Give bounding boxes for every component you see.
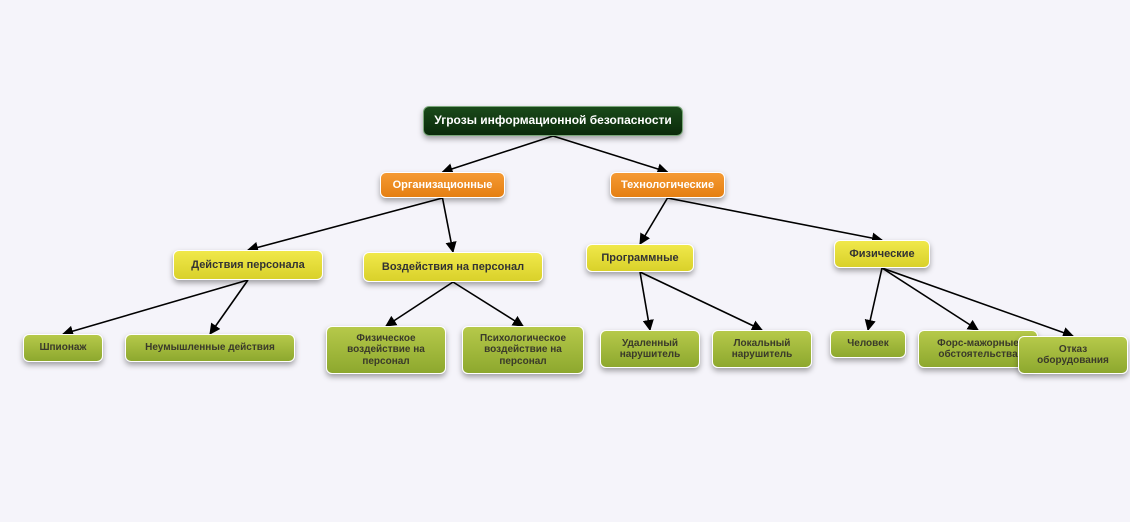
node-label: Локальный нарушитель <box>721 338 803 361</box>
edge-pers_act-to-unint <box>210 280 248 334</box>
edge-pers_act-to-spy <box>63 280 248 334</box>
edge-pers_inf-to-psy_inf <box>453 282 523 326</box>
edge-soft-to-local <box>640 272 762 330</box>
edge-pers_inf-to-phys_inf <box>386 282 453 326</box>
edge-phys-to-force <box>882 268 978 330</box>
node-soft: Программные <box>586 244 694 272</box>
node-label: Программные <box>601 252 678 265</box>
node-label: Неумышленные действия <box>145 342 275 354</box>
edge-root-to-tech <box>553 136 668 172</box>
node-pers_act: Действия персонала <box>173 250 323 280</box>
node-psy_inf: Психологическое воздействие на персонал <box>462 326 584 374</box>
node-label: Удаленный нарушитель <box>609 338 691 361</box>
node-org: Организационные <box>380 172 505 198</box>
node-root: Угрозы информационной безопасности <box>423 106 683 136</box>
edge-phys-to-human <box>868 268 882 330</box>
diagram-edges <box>0 0 1130 522</box>
node-human: Человек <box>830 330 906 358</box>
node-remote: Удаленный нарушитель <box>600 330 700 368</box>
node-label: Человек <box>847 338 889 350</box>
node-label: Действия персонала <box>191 259 305 272</box>
node-unint: Неумышленные действия <box>125 334 295 362</box>
node-label: Отказ оборудования <box>1027 344 1119 367</box>
node-label: Воздействия на персонал <box>382 261 524 274</box>
node-spy: Шпионаж <box>23 334 103 362</box>
node-phys_inf: Физическое воздействие на персонал <box>326 326 446 374</box>
node-fail: Отказ оборудования <box>1018 336 1128 374</box>
edge-soft-to-remote <box>640 272 650 330</box>
node-label: Шпионаж <box>39 342 86 354</box>
edge-phys-to-fail <box>882 268 1073 336</box>
node-label: Физические <box>849 248 914 261</box>
edge-root-to-org <box>443 136 554 172</box>
node-phys: Физические <box>834 240 930 268</box>
node-label: Угрозы информационной безопасности <box>434 114 672 128</box>
edge-org-to-pers_inf <box>443 198 454 252</box>
edge-tech-to-soft <box>640 198 668 244</box>
node-label: Технологические <box>621 179 714 192</box>
node-label: Организационные <box>393 179 493 192</box>
node-pers_inf: Воздействия на персонал <box>363 252 543 282</box>
node-local: Локальный нарушитель <box>712 330 812 368</box>
node-tech: Технологические <box>610 172 725 198</box>
node-label: Физическое воздействие на персонал <box>335 333 437 368</box>
node-label: Психологическое воздействие на персонал <box>471 333 575 368</box>
node-label: Форс-мажорные обстоятельства <box>927 338 1029 361</box>
edge-org-to-pers_act <box>248 198 443 250</box>
edge-tech-to-phys <box>668 198 883 240</box>
diagram-canvas: Угрозы информационной безопасности Органи… <box>0 0 1130 522</box>
